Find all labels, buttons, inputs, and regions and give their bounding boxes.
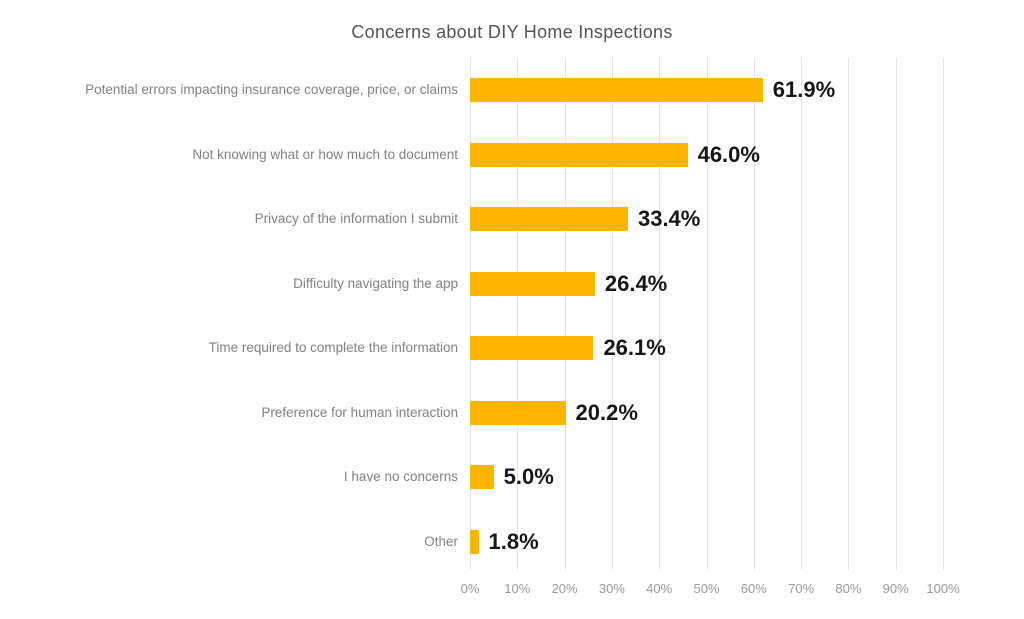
gridline bbox=[659, 58, 661, 570]
bar bbox=[470, 400, 566, 425]
gridline bbox=[943, 58, 944, 570]
value-label: 5.0% bbox=[503, 464, 554, 489]
value-label: 26.4% bbox=[604, 270, 668, 296]
x-axis-tick-label: 0% bbox=[460, 581, 480, 596]
gridline bbox=[706, 58, 708, 570]
category-label: Not knowing what or how much to document bbox=[192, 146, 458, 162]
bar bbox=[470, 336, 594, 360]
value-label: 61.9% bbox=[772, 77, 836, 102]
gridline bbox=[895, 58, 897, 570]
gridline bbox=[753, 58, 755, 570]
x-axis-tick-label: 20% bbox=[551, 581, 578, 596]
gridline bbox=[517, 58, 519, 570]
x-axis-tick-label: 70% bbox=[788, 581, 815, 596]
bar bbox=[470, 529, 479, 554]
gridline bbox=[611, 58, 613, 570]
category-label: Preference for human interaction bbox=[261, 404, 458, 420]
value-label: 1.8% bbox=[488, 528, 539, 554]
bar bbox=[470, 271, 595, 296]
gridline bbox=[848, 58, 850, 570]
value-label: 20.2% bbox=[575, 399, 638, 425]
category-label: Other bbox=[424, 533, 458, 549]
bar bbox=[470, 465, 494, 489]
bar bbox=[470, 142, 688, 167]
x-axis-tick-label: 30% bbox=[598, 581, 625, 596]
category-label: Time required to complete the informatio… bbox=[208, 340, 458, 355]
x-axis-tick-label: 90% bbox=[882, 581, 909, 596]
bar bbox=[470, 207, 628, 231]
chart-title: Concerns about DIY Home Inspections bbox=[351, 22, 673, 42]
x-axis-tick-label: 50% bbox=[693, 581, 720, 596]
category-label: Difficulty navigating the app bbox=[293, 275, 458, 291]
gridline bbox=[470, 58, 471, 570]
bar bbox=[470, 78, 763, 102]
value-label: 33.4% bbox=[637, 206, 701, 231]
gridline bbox=[564, 58, 566, 570]
x-axis-tick-label: 80% bbox=[835, 581, 862, 596]
value-label: 46.0% bbox=[697, 141, 760, 167]
value-label: 26.1% bbox=[603, 335, 666, 360]
x-axis-tick-label: 40% bbox=[646, 581, 673, 596]
x-axis-tick-label: 60% bbox=[740, 581, 767, 596]
category-label: Privacy of the information I submit bbox=[254, 211, 458, 226]
category-label: I have no concerns bbox=[343, 469, 458, 484]
x-axis-tick-label: 10% bbox=[504, 581, 531, 596]
gridline bbox=[801, 58, 803, 570]
x-axis-tick-label: 100% bbox=[926, 581, 960, 596]
category-label: Potential errors impacting insurance cov… bbox=[85, 82, 458, 97]
